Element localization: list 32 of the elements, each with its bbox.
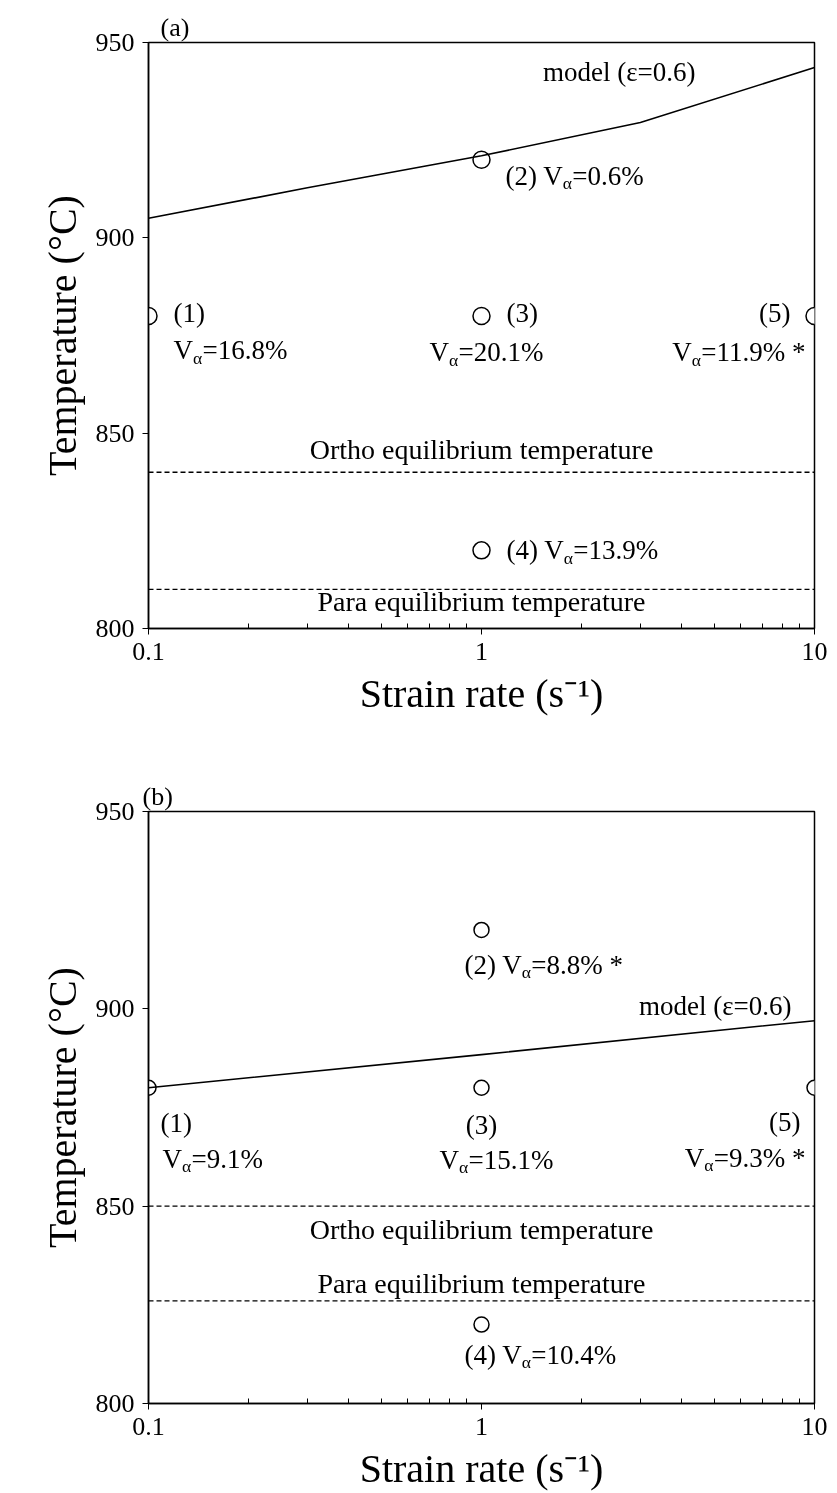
y-tick-label: 800 — [95, 1389, 135, 1418]
annotation: (5) — [759, 297, 791, 328]
y-tick-label: 900 — [95, 223, 135, 253]
annotation: (3) — [506, 297, 538, 328]
annotation: (1) — [160, 1107, 192, 1138]
ref-line-label: Ortho equilibrium temperature — [309, 433, 654, 465]
x-axis-title: Strain rate (s⁻¹) — [359, 1445, 604, 1491]
x-tick-label: 10 — [801, 1411, 828, 1441]
x-tick-label: 1 — [475, 1411, 488, 1441]
annotation: (1) — [173, 297, 205, 328]
y-tick-label: 900 — [95, 994, 135, 1024]
x-tick-label: 1 — [475, 636, 488, 666]
y-tick-label: 950 — [95, 28, 135, 57]
y-tick-label: 950 — [95, 797, 135, 826]
x-axis-title: Strain rate (s⁻¹) — [359, 670, 604, 716]
y-tick-label: 850 — [95, 418, 135, 448]
y-tick-label: 800 — [95, 614, 135, 643]
x-tick-label: 10 — [801, 636, 828, 666]
annotation: (5) — [769, 1106, 801, 1137]
y-axis-title: Temperature (°C) — [39, 967, 85, 1248]
series-label: model (ε=0.6) — [638, 990, 792, 1021]
ref-line-label: Para equilibrium temperature — [317, 585, 646, 617]
chart-title: (a) — [160, 12, 190, 42]
x-tick-label: 0.1 — [132, 636, 165, 666]
chart-title: (b) — [142, 781, 173, 811]
series-label: model (ε=0.6) — [542, 56, 696, 87]
ref-line-label: Para equilibrium temperature — [317, 1268, 646, 1300]
y-tick-label: 850 — [95, 1191, 135, 1221]
x-tick-label: 0.1 — [132, 1411, 165, 1441]
y-axis-title: Temperature (°C) — [39, 195, 85, 476]
ref-line-label: Ortho equilibrium temperature — [309, 1213, 654, 1245]
annotation: (3) — [465, 1109, 498, 1140]
